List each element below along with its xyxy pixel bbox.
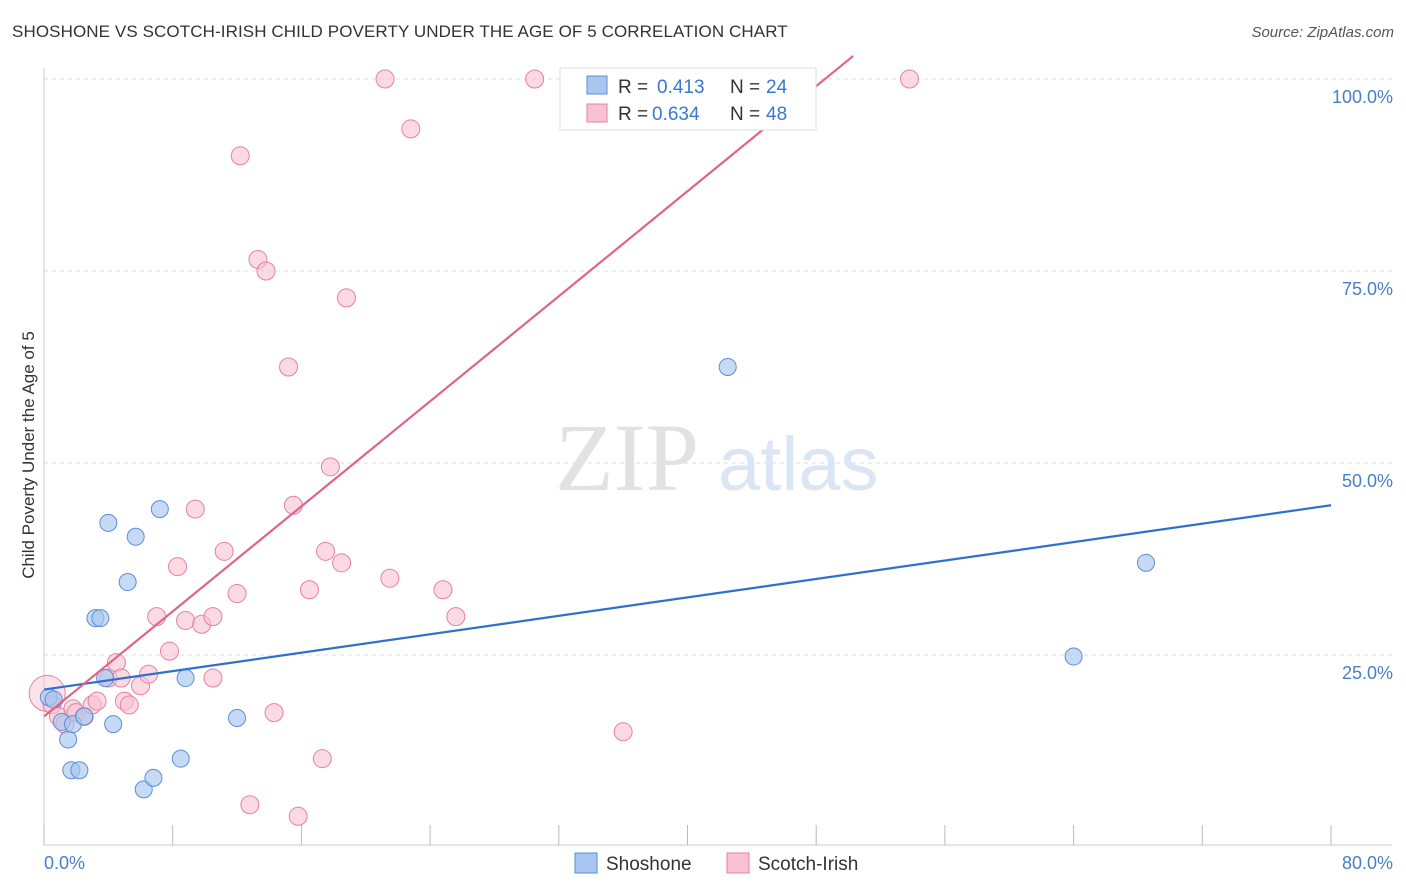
legend-scotch-irish-swatch xyxy=(726,852,750,874)
shoshone-point xyxy=(144,768,163,787)
scotch-irish-n-value: 48 xyxy=(766,104,787,125)
shoshone-points xyxy=(39,358,1155,799)
shoshone-point xyxy=(44,690,63,709)
shoshone-point xyxy=(1064,647,1083,666)
scotch-irish-point xyxy=(147,607,167,627)
scotch-irish-r-label: R = xyxy=(618,104,648,125)
scotch-irish-point xyxy=(332,553,352,573)
scotch-irish-point xyxy=(380,568,400,588)
shoshone-point xyxy=(718,358,737,376)
chart-title: SHOSHONE VS SCOTCH-IRISH CHILD POVERTY U… xyxy=(12,22,788,41)
shoshone-trend-line xyxy=(43,504,1332,691)
y-tick-label-100: 100.0% xyxy=(1332,87,1393,107)
shoshone-point xyxy=(118,573,137,592)
stats-legend: R = 0.413 N = 24 R = 0.634 N = 48 xyxy=(559,67,817,131)
scotch-irish-point xyxy=(613,722,633,742)
shoshone-point xyxy=(1136,553,1155,572)
scotch-irish-point xyxy=(203,668,223,688)
scotch-irish-point xyxy=(316,541,336,561)
scotch-irish-point xyxy=(375,69,395,89)
scotch-irish-point xyxy=(176,610,196,630)
scotch-irish-point xyxy=(312,749,332,769)
shoshone-r-value: 0.413 xyxy=(657,77,705,98)
shoshone-point xyxy=(59,730,78,749)
shoshone-point xyxy=(70,761,89,780)
scotch-irish-point xyxy=(264,703,284,723)
shoshone-point xyxy=(91,609,110,628)
watermark-zip: ZIP xyxy=(555,404,699,511)
y-tick-labels: 25.0% 50.0% 75.0% 100.0% xyxy=(1332,87,1393,683)
shoshone-point xyxy=(126,527,145,546)
scotch-irish-point xyxy=(240,795,260,815)
scotch-irish-point xyxy=(227,584,247,604)
scotch-irish-point xyxy=(214,541,234,561)
scotch-irish-point xyxy=(230,146,250,166)
scotch-irish-point xyxy=(320,457,340,477)
scotch-irish-point xyxy=(433,580,453,600)
x-tick-label-min: 0.0% xyxy=(44,853,85,873)
scotch-irish-point xyxy=(87,691,107,711)
legend-shoshone-swatch xyxy=(574,852,598,874)
scotch-irish-point xyxy=(900,69,920,89)
shoshone-point xyxy=(150,500,169,519)
y-tick-label-50: 50.0% xyxy=(1342,471,1393,491)
legend-scotch-irish-label: Scotch-Irish xyxy=(758,854,858,875)
y-tick-label-25: 25.0% xyxy=(1342,663,1393,683)
scotch-irish-swatch xyxy=(586,103,608,123)
shoshone-n-label: N = xyxy=(730,77,760,98)
source-label: Source: ZipAtlas.com xyxy=(1251,24,1394,41)
shoshone-swatch xyxy=(586,75,608,95)
shoshone-point xyxy=(104,715,123,734)
shoshone-point xyxy=(176,669,195,688)
scotch-irish-point xyxy=(336,288,356,308)
scotch-irish-point xyxy=(401,119,421,139)
scotch-irish-point xyxy=(288,806,308,826)
bottom-legend: Shoshone Scotch-Irish xyxy=(574,852,858,875)
scotch-irish-point xyxy=(168,557,188,577)
scotch-irish-point xyxy=(299,580,319,600)
shoshone-point xyxy=(99,513,118,532)
scotch-irish-r-value: 0.634 xyxy=(652,104,700,125)
scotch-irish-point xyxy=(525,69,545,89)
scotch-irish-trend-line xyxy=(43,55,854,718)
scotch-irish-n-label: N = xyxy=(730,104,760,125)
y-tick-label-75: 75.0% xyxy=(1342,279,1393,299)
watermark-atlas: atlas xyxy=(718,422,879,507)
shoshone-r-label: R = xyxy=(618,77,648,98)
scotch-irish-point xyxy=(446,607,466,627)
shoshone-n-value: 24 xyxy=(766,77,788,98)
scotch-irish-point xyxy=(279,357,299,377)
scotch-irish-point xyxy=(119,695,139,715)
x-tick-labels: 0.0% 80.0% xyxy=(44,853,1393,873)
scotch-irish-point xyxy=(203,607,223,627)
shoshone-point xyxy=(228,708,247,727)
x-tick-label-max: 80.0% xyxy=(1342,853,1393,873)
y-axis-title: Child Poverty Under the Age of 5 xyxy=(19,331,38,579)
shoshone-point xyxy=(75,707,94,726)
shoshone-point xyxy=(134,780,153,799)
legend-shoshone-label: Shoshone xyxy=(606,854,692,875)
scotch-irish-point xyxy=(185,499,205,519)
shoshone-point xyxy=(171,749,190,768)
scotch-irish-point xyxy=(159,641,179,661)
trend-lines xyxy=(43,55,1332,718)
scotch-irish-point xyxy=(256,261,276,281)
axes xyxy=(43,68,1392,846)
